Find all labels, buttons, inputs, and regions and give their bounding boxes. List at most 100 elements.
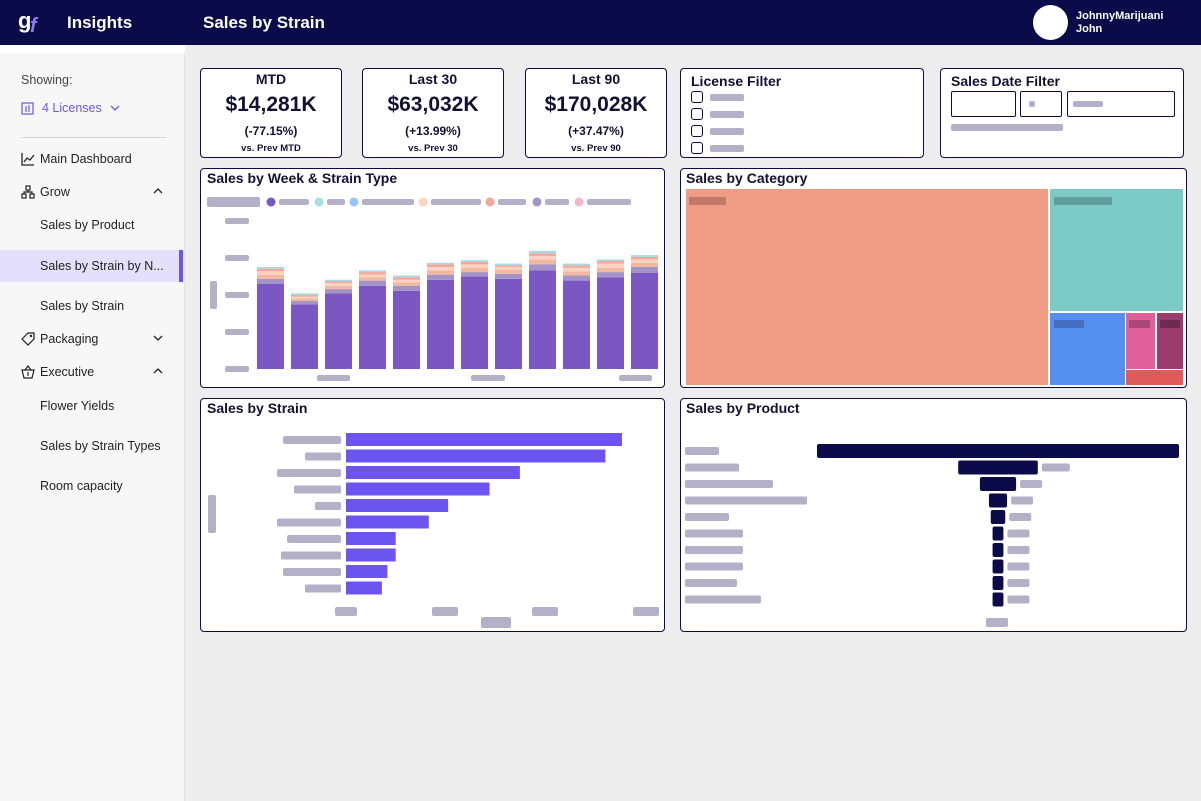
x-axis-label-placeholder — [481, 617, 511, 628]
sales-date-filter-card: Sales Date Filter — [940, 68, 1184, 158]
license-filter-title: License Filter — [691, 73, 782, 89]
bar-segment — [597, 259, 624, 262]
y-tick-label-placeholder — [685, 562, 743, 571]
bar-segment — [427, 264, 454, 267]
license-checkbox[interactable] — [691, 91, 703, 103]
kpi-value: $170,028K — [544, 93, 648, 116]
product-bar — [979, 477, 1017, 491]
bar-segment — [461, 276, 488, 369]
bar-segment — [461, 264, 488, 268]
license-checkbox[interactable] — [691, 125, 703, 137]
legend-swatch — [349, 197, 359, 207]
svg-text:g: g — [18, 8, 31, 33]
kpi-card-mtd: MTD $14,281K (-77.15%) vs. Prev MTD — [200, 68, 342, 158]
sidebar: Showing: 4 Licenses Main Dashboard Grow … — [0, 45, 185, 801]
licenses-selector[interactable]: 4 Licenses — [21, 101, 120, 115]
sales-by-category-card: Sales by Category — [680, 168, 1187, 388]
sidebar-item-sales-by-strain-types[interactable]: Sales by Strain Types — [0, 430, 185, 462]
sidebar-item-executive[interactable]: Executive — [0, 356, 185, 388]
kpi-title: Last 90 — [571, 71, 621, 87]
bar-segment — [325, 281, 352, 284]
avatar[interactable] — [1033, 5, 1068, 40]
bar-segment — [393, 275, 420, 278]
sidebar-item-sales-by-strain-by-n[interactable]: Sales by Strain by N... — [0, 250, 185, 282]
user-subtitle: John — [1076, 23, 1103, 35]
bar-segment — [291, 304, 318, 369]
y-tick-label-placeholder — [685, 595, 761, 604]
bar-segment — [257, 267, 284, 269]
data-label-placeholder — [1020, 480, 1043, 488]
y-tick-label-placeholder — [277, 518, 341, 527]
license-filter-card: License Filter — [680, 68, 924, 158]
y-tick-label-placeholder — [685, 480, 773, 488]
sidebar-item-label: Executive — [40, 365, 95, 379]
basket-icon — [21, 365, 35, 379]
bar-segment — [563, 275, 590, 281]
sidebar-item-packaging[interactable]: Packaging — [0, 323, 185, 355]
sidebar-item-sales-by-strain[interactable]: Sales by Strain — [0, 290, 185, 322]
bar-segment — [631, 255, 658, 257]
sidebar-item-label: Sales by Strain — [40, 299, 125, 313]
date-separator-input[interactable] — [1020, 91, 1062, 117]
bar-segment — [563, 267, 590, 272]
bar-segment — [427, 267, 454, 271]
y-tick-label-placeholder — [305, 452, 341, 461]
bar-segment — [597, 263, 624, 268]
licenses-label: 4 Licenses — [42, 101, 102, 115]
sidebar-item-flower-yields[interactable]: Flower Yields — [0, 390, 185, 422]
sidebar-item-label: Sales by Product — [40, 218, 135, 232]
bar-segment — [427, 279, 454, 369]
legend-label-placeholder — [431, 199, 481, 205]
sales-by-product-chart — [685, 444, 1179, 627]
kpi-value: $14,281K — [225, 93, 317, 116]
sidebar-item-main-dashboard[interactable]: Main Dashboard — [0, 143, 185, 175]
product-bar — [992, 592, 1004, 607]
date-start-input[interactable] — [951, 91, 1016, 117]
y-tick-label-placeholder — [685, 546, 743, 554]
bar-segment — [393, 285, 420, 291]
data-label-placeholder — [1011, 496, 1034, 505]
sidebar-item-label: Sales by Strain by N... — [40, 259, 164, 273]
y-tick-label-placeholder — [685, 529, 743, 538]
y-tick-label-placeholder — [305, 584, 341, 593]
bar-segment — [631, 272, 658, 369]
y-tick-label-placeholder — [294, 485, 341, 494]
license-checkbox[interactable] — [691, 142, 703, 154]
user-name[interactable]: JohnnyMarijuani — [1076, 10, 1164, 22]
bar-segment — [257, 274, 284, 279]
bar-segment — [325, 279, 352, 282]
license-checkbox[interactable] — [691, 108, 703, 120]
kpi-subtitle: vs. Prev 90 — [571, 143, 621, 154]
data-label-placeholder — [1041, 463, 1070, 472]
data-label-placeholder — [1007, 562, 1030, 571]
sidebar-item-label: Sales by Strain Types — [40, 439, 161, 453]
legend-label-placeholder — [327, 199, 345, 205]
legend-label-placeholder — [498, 199, 526, 205]
top-bar: g f Insights Sales by Strain JohnnyMarij… — [0, 0, 1201, 45]
kpi-change: (-77.15%) — [244, 124, 298, 138]
bar-segment — [359, 274, 386, 278]
bar-segment — [359, 280, 386, 286]
data-label-placeholder — [1007, 579, 1030, 587]
chevron-up-icon — [153, 368, 163, 374]
treemap-label-placeholder — [689, 197, 726, 205]
showing-label: Showing: — [21, 73, 73, 87]
sidebar-item-room-capacity[interactable]: Room capacity — [0, 470, 185, 502]
legend-title-placeholder — [207, 197, 260, 207]
gf-logo[interactable]: g f — [17, 8, 47, 36]
date-end-input[interactable] — [1067, 91, 1175, 117]
bar-segment — [257, 271, 284, 275]
sidebar-item-grow[interactable]: Grow — [0, 176, 185, 208]
line-chart-icon — [21, 153, 35, 166]
bar-segment — [325, 289, 352, 294]
y-tick-label-placeholder — [277, 469, 341, 477]
strain-bar — [346, 466, 520, 479]
product-bar — [992, 526, 1004, 541]
kpi-change: (+13.99%) — [405, 124, 461, 138]
sidebar-item-sales-by-product[interactable]: Sales by Product — [0, 209, 185, 241]
bar-segment — [257, 278, 284, 284]
y-tick-label-placeholder — [283, 568, 341, 576]
bar-segment — [291, 298, 318, 301]
hierarchy-icon — [21, 185, 35, 199]
strain-bar — [346, 548, 396, 562]
